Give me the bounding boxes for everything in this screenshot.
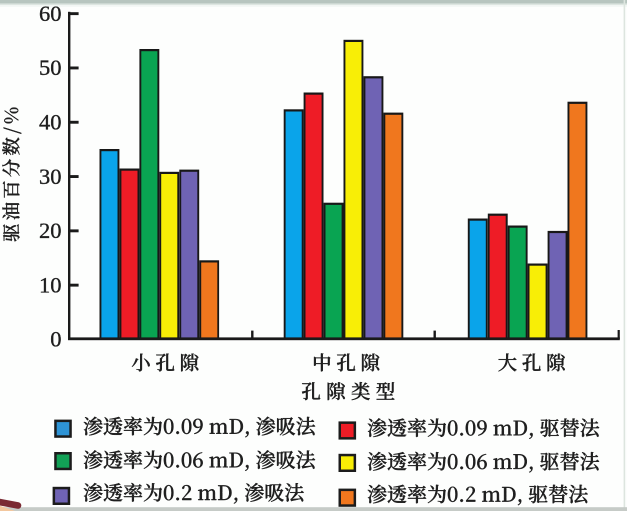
svg-text:20: 20	[39, 218, 62, 243]
svg-text:60: 60	[39, 1, 62, 26]
svg-text:50: 50	[39, 55, 62, 80]
svg-text:40: 40	[39, 110, 62, 135]
svg-text:30: 30	[39, 164, 62, 189]
svg-text:0: 0	[50, 326, 61, 351]
svg-text:10: 10	[39, 272, 62, 297]
